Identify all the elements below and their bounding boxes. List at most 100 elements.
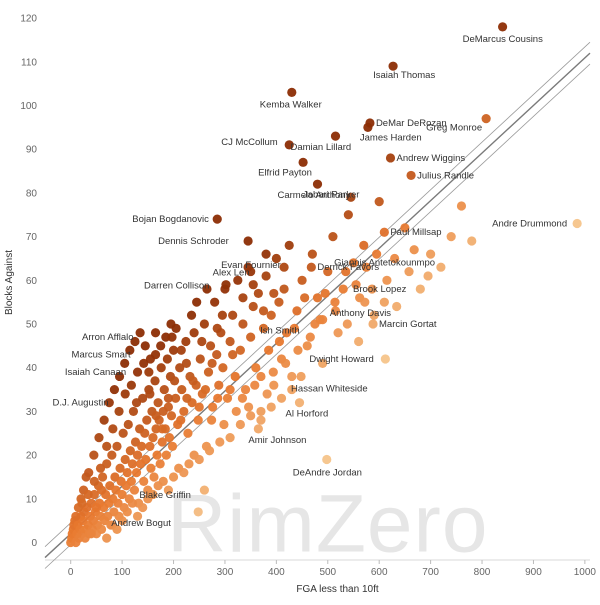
labeled-data-point: [322, 454, 332, 465]
data-point: [127, 459, 138, 469]
data-point: [237, 393, 248, 403]
data-point: [248, 301, 258, 312]
point-label: Julius Randle: [417, 170, 474, 181]
x-tick-label: 400: [268, 567, 285, 578]
data-point: [194, 402, 204, 412]
data-point: [218, 363, 228, 373]
data-point: [320, 288, 330, 299]
x-tick-label: 0: [68, 567, 74, 578]
x-axis-title: FGA less than 10ft: [296, 584, 378, 595]
data-point: [179, 406, 189, 417]
data-point: [202, 284, 212, 294]
point-label: Elfrid Payton: [258, 167, 312, 178]
labeled-data-point: [360, 297, 370, 307]
data-point: [140, 341, 150, 351]
point-label: D.J. Augustin: [53, 398, 109, 409]
labeled-data-point: [406, 170, 416, 181]
data-point: [348, 258, 359, 268]
y-tick-label: 10: [26, 494, 38, 505]
labeled-data-point: [144, 367, 154, 377]
data-point: [256, 415, 266, 425]
data-point: [150, 376, 160, 386]
data-point: [392, 301, 402, 312]
data-point: [132, 511, 143, 521]
point-label: Evan Fournier: [221, 260, 281, 271]
data-point: [274, 297, 284, 307]
data-point: [192, 297, 202, 307]
data-point: [170, 393, 181, 403]
data-point: [114, 371, 125, 382]
data-point: [126, 476, 136, 486]
data-point: [379, 297, 389, 307]
labeled-data-point: [379, 227, 389, 237]
data-point: [415, 284, 425, 294]
point-label: Hassan Whiteside: [291, 383, 368, 394]
labeled-data-point: [330, 131, 341, 141]
labeled-data-point: [294, 398, 305, 408]
data-point: [354, 336, 364, 347]
labeled-data-point: [284, 140, 294, 150]
data-point: [156, 341, 166, 351]
data-point: [96, 524, 107, 535]
data-point: [159, 384, 169, 395]
point-label: Giannis Antetokounmpo: [334, 258, 435, 269]
data-point: [117, 516, 127, 526]
data-point: [206, 415, 217, 425]
data-point: [169, 376, 180, 386]
data-point: [276, 393, 287, 403]
data-point: [71, 511, 81, 521]
data-point: [126, 380, 136, 390]
data-point: [269, 380, 279, 390]
y-tick-label: 30: [26, 407, 38, 418]
point-label: Isaiah Canaan: [65, 367, 126, 378]
data-point: [269, 288, 279, 299]
data-point: [171, 323, 181, 333]
data-point: [197, 336, 207, 347]
labeled-data-point: [312, 179, 323, 189]
data-point: [127, 498, 138, 508]
x-tick-label: 900: [525, 567, 542, 578]
data-point: [128, 406, 139, 417]
point-label: Andrew Wiggins: [397, 153, 466, 164]
y-tick-label: 0: [31, 538, 37, 549]
data-point: [372, 249, 382, 259]
data-point: [182, 393, 192, 403]
point-label: Greg Monroe: [426, 123, 482, 134]
data-point: [145, 441, 155, 451]
labeled-data-point: [385, 153, 396, 163]
y-tick-label: 70: [26, 232, 38, 243]
data-point: [122, 467, 132, 478]
data-point: [108, 424, 118, 434]
data-point: [235, 345, 245, 355]
data-point: [213, 393, 223, 403]
labeled-data-point: [368, 319, 378, 329]
x-tick-label: 300: [217, 567, 234, 578]
data-point: [268, 367, 278, 377]
labeled-data-point: [287, 87, 297, 98]
labeled-data-point: [497, 22, 508, 32]
point-label: Paul Millsap: [390, 227, 441, 238]
data-point: [186, 310, 197, 320]
data-point: [114, 406, 124, 417]
data-point: [240, 384, 251, 395]
data-point: [341, 266, 351, 277]
data-point: [181, 358, 191, 368]
data-point: [312, 293, 323, 303]
data-point: [89, 476, 99, 486]
point-label: DeAndre Jordan: [293, 467, 362, 478]
point-label: DeMar DeRozan: [376, 118, 447, 129]
data-point: [132, 367, 143, 377]
data-point: [266, 310, 276, 320]
data-point: [244, 402, 254, 412]
data-point: [153, 398, 163, 408]
data-point: [318, 358, 328, 368]
y-tick-label: 60: [26, 276, 38, 287]
data-point: [287, 384, 297, 395]
labeled-data-point: [346, 192, 356, 202]
data-point: [467, 236, 477, 246]
data-point: [225, 433, 235, 443]
data-point: [287, 371, 297, 382]
data-point: [156, 363, 166, 373]
data-point: [132, 450, 143, 460]
